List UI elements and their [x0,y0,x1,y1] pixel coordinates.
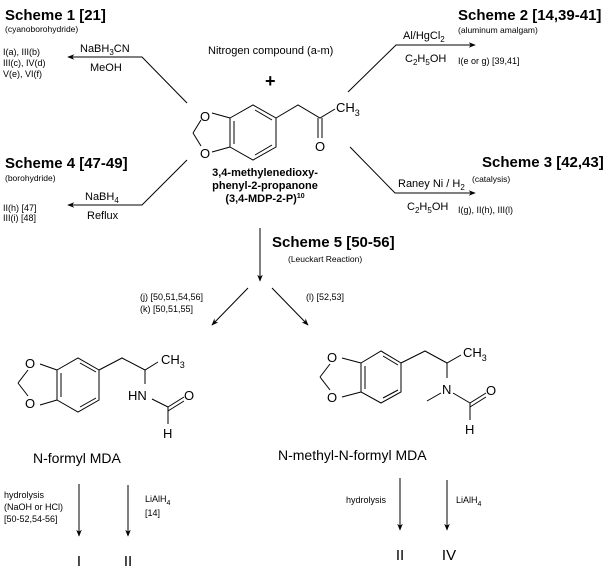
scheme-3-title: Scheme 3 [42,43] [482,154,604,171]
scheme-4-title: Scheme 4 [47-49] [5,155,128,172]
scheme-2-solvent: C2H5OH [405,53,446,67]
scheme-4-reagent: NaBH4 [85,191,119,205]
scheme-1-subtitle: (cyanoborohydride) [5,24,78,34]
scheme-5-title: Scheme 5 [50-56] [272,234,395,251]
oxygen-atom: O [184,388,194,403]
hydrolysis-label: hydrolysis [4,490,45,500]
branch-right-arrow [271,287,309,326]
oxygen-atom: O [486,383,496,398]
hydrolysis-condition: (NaOH or HCl) [4,502,63,512]
n-formyl-mda: O O CH3 HN O H N-formyl MDA hydrolysis (… [4,352,194,570]
branch-right-label: (l) [52,53] [306,292,344,302]
plus-sign: + [265,71,276,91]
n-methyl-n-formyl-mda-label: N-methyl-N-formyl MDA [278,447,427,463]
scheme-1-reagent: NaBH3CN [80,43,130,57]
scheme-5: Scheme 5 [50-56] (Leuckart Reaction) (j)… [140,228,395,326]
hydrogen-atom: H [163,426,172,441]
oxygen-atom: O [25,356,35,371]
methyl-group: CH3 [161,352,185,370]
scheme-2-title: Scheme 2 [14,39-41] [458,7,601,24]
nitrogen-compound-label: Nitrogen compound (a-m) [208,45,333,57]
oxygen-atom: O [200,146,210,161]
scheme-1-product: I(a), III(b) [3,47,40,57]
scheme-3-reagent: Raney Ni / H2 [398,178,465,192]
scheme-1-solvent: MeOH [90,62,122,74]
hydrolysis-refs: [50-52,54-56] [4,514,58,524]
scheme-4-condition: Reflux [87,210,119,222]
hydrolysis-label: hydrolysis [346,495,387,505]
scheme-1: Scheme 1 [21] (cyanoborohydride) NaBH3CN… [3,7,188,104]
nitrogen-atom: N [442,382,451,397]
compound-abbreviation: (3,4-MDP-2-P)10 [225,193,304,205]
lialh4-ref: [14] [145,508,160,518]
scheme-2-arrow [347,42,476,93]
scheme-1-product: V(e), VI(f) [3,69,42,79]
oxygen-atom: O [25,396,35,411]
scheme-3-product: I(g), II(h), III(l) [458,205,513,215]
product-label: IV [442,547,456,564]
starting-material: Nitrogen compound (a-m) + O O O CH3 3,4-… [192,45,360,205]
branch-left-arrow [211,287,249,326]
compound-name: phenyl-2-propanone [212,180,318,192]
branch-left-label: (j) [50,51,54,56] [140,292,203,302]
n-methyl-n-formyl-mda: O O CH3 N O H N-methyl-N-formyl MDA hydr… [278,345,496,564]
compound-name: 3,4-methylenedioxy- [212,167,318,179]
oxygen-atom: O [327,350,337,365]
scheme-1-product: III(c), IV(d) [3,58,46,68]
oxygen-atom: O [327,390,337,405]
oxygen-atom: O [200,109,210,124]
oxygen-atom: O [315,139,325,154]
branch-left-label: (k) [50,51,55] [140,304,193,314]
scheme-3: Scheme 3 [42,43] (catalysis) Raney Ni / … [349,146,604,215]
product-label: II [124,553,132,570]
lialh4-label: LiAlH4 [145,494,171,507]
scheme-3-solvent: C2H5OH [407,201,448,215]
scheme-4-product: II(h) [47] [3,203,37,213]
scheme-1-arrow [67,54,188,104]
product-label: I [77,553,81,570]
product-label: II [396,547,404,564]
mdp2p-structure: O O O CH3 [192,100,360,161]
hydrogen-atom: H [465,422,474,437]
scheme-3-subtitle: (catalysis) [472,174,510,184]
lialh4-label: LiAlH4 [456,495,482,508]
scheme-4-arrow [67,159,188,208]
scheme-4-product: III(i) [48] [3,213,36,223]
scheme-4: Scheme 4 [47-49] (borohydride) NaBH4 Ref… [3,155,188,223]
scheme-4-subtitle: (borohydride) [5,173,56,183]
scheme-2-product: I(e or g) [39,41] [458,56,520,66]
scheme-2-reagent: Al/HgCl2 [403,30,445,44]
scheme-2-subtitle: (aluminum amalgam) [458,25,538,35]
scheme-1-title: Scheme 1 [21] [5,7,106,24]
methyl-group: CH3 [463,345,487,363]
scheme-2: Scheme 2 [14,39-41] (aluminum amalgam) A… [347,7,601,93]
scheme-5-subtitle: (Leuckart Reaction) [288,254,362,264]
scheme-3-arrow [349,146,476,196]
n-formyl-mda-label: N-formyl MDA [33,450,122,466]
nh-group: HN [128,388,147,403]
methyl-group: CH3 [336,100,360,118]
